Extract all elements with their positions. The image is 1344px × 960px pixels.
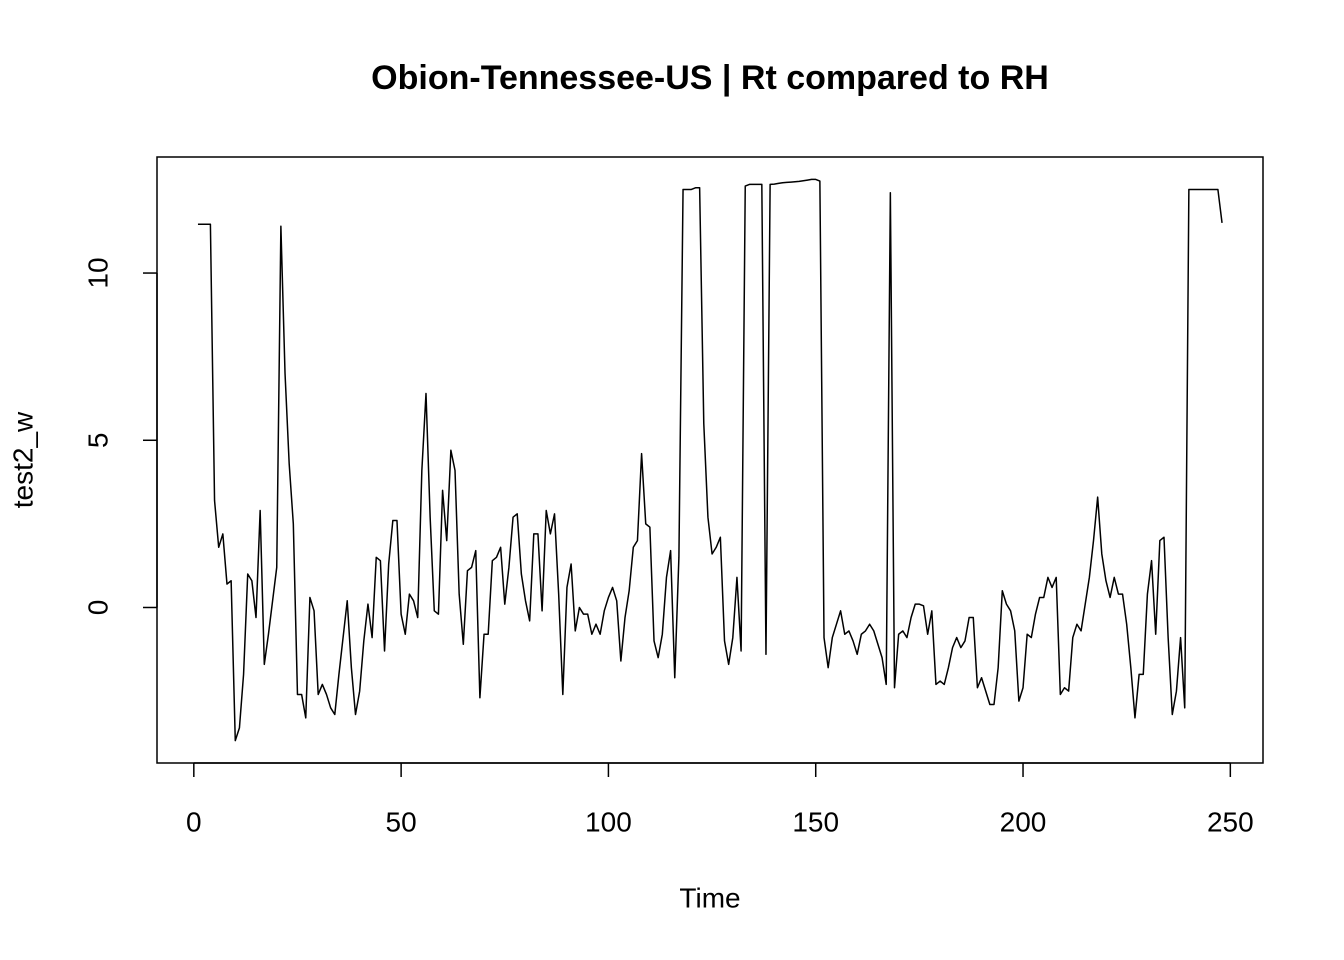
x-tick-label: 150 — [792, 806, 839, 837]
x-tick-label: 50 — [386, 806, 417, 837]
x-axis-label: Time — [679, 882, 740, 913]
x-tick-label: 250 — [1207, 806, 1254, 837]
y-axis-label: test2_w — [7, 411, 38, 508]
y-tick-label: 5 — [82, 432, 113, 448]
data-line — [197, 178, 1223, 742]
y-tick-label: 10 — [82, 257, 113, 288]
chart-title: Obion-Tennessee-US | Rt compared to RH — [371, 59, 1049, 97]
x-tick-label: 100 — [585, 806, 632, 837]
x-tick-label: 200 — [1000, 806, 1047, 837]
x-tick-label: 0 — [186, 806, 202, 837]
y-tick-label: 0 — [82, 600, 113, 616]
